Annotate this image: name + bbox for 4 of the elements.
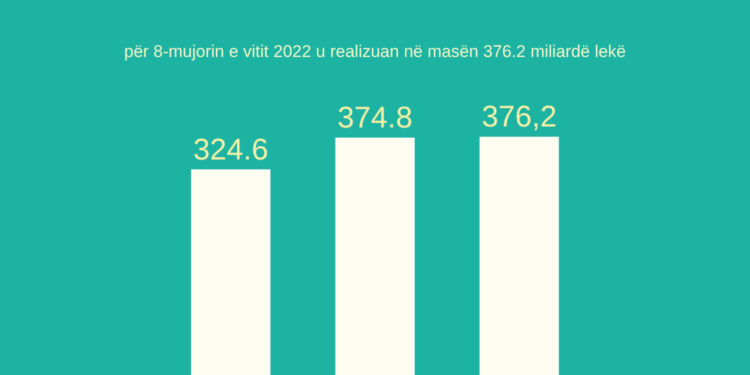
data-label: 374.8 (337, 102, 413, 135)
chart-subtitle: për 8-mujorin e vitit 2022 u realizuan në masën 376.2 miliardë lekë (124, 42, 626, 61)
data-label: 324.6 (193, 133, 268, 166)
data-label: 376,2 (482, 100, 557, 134)
